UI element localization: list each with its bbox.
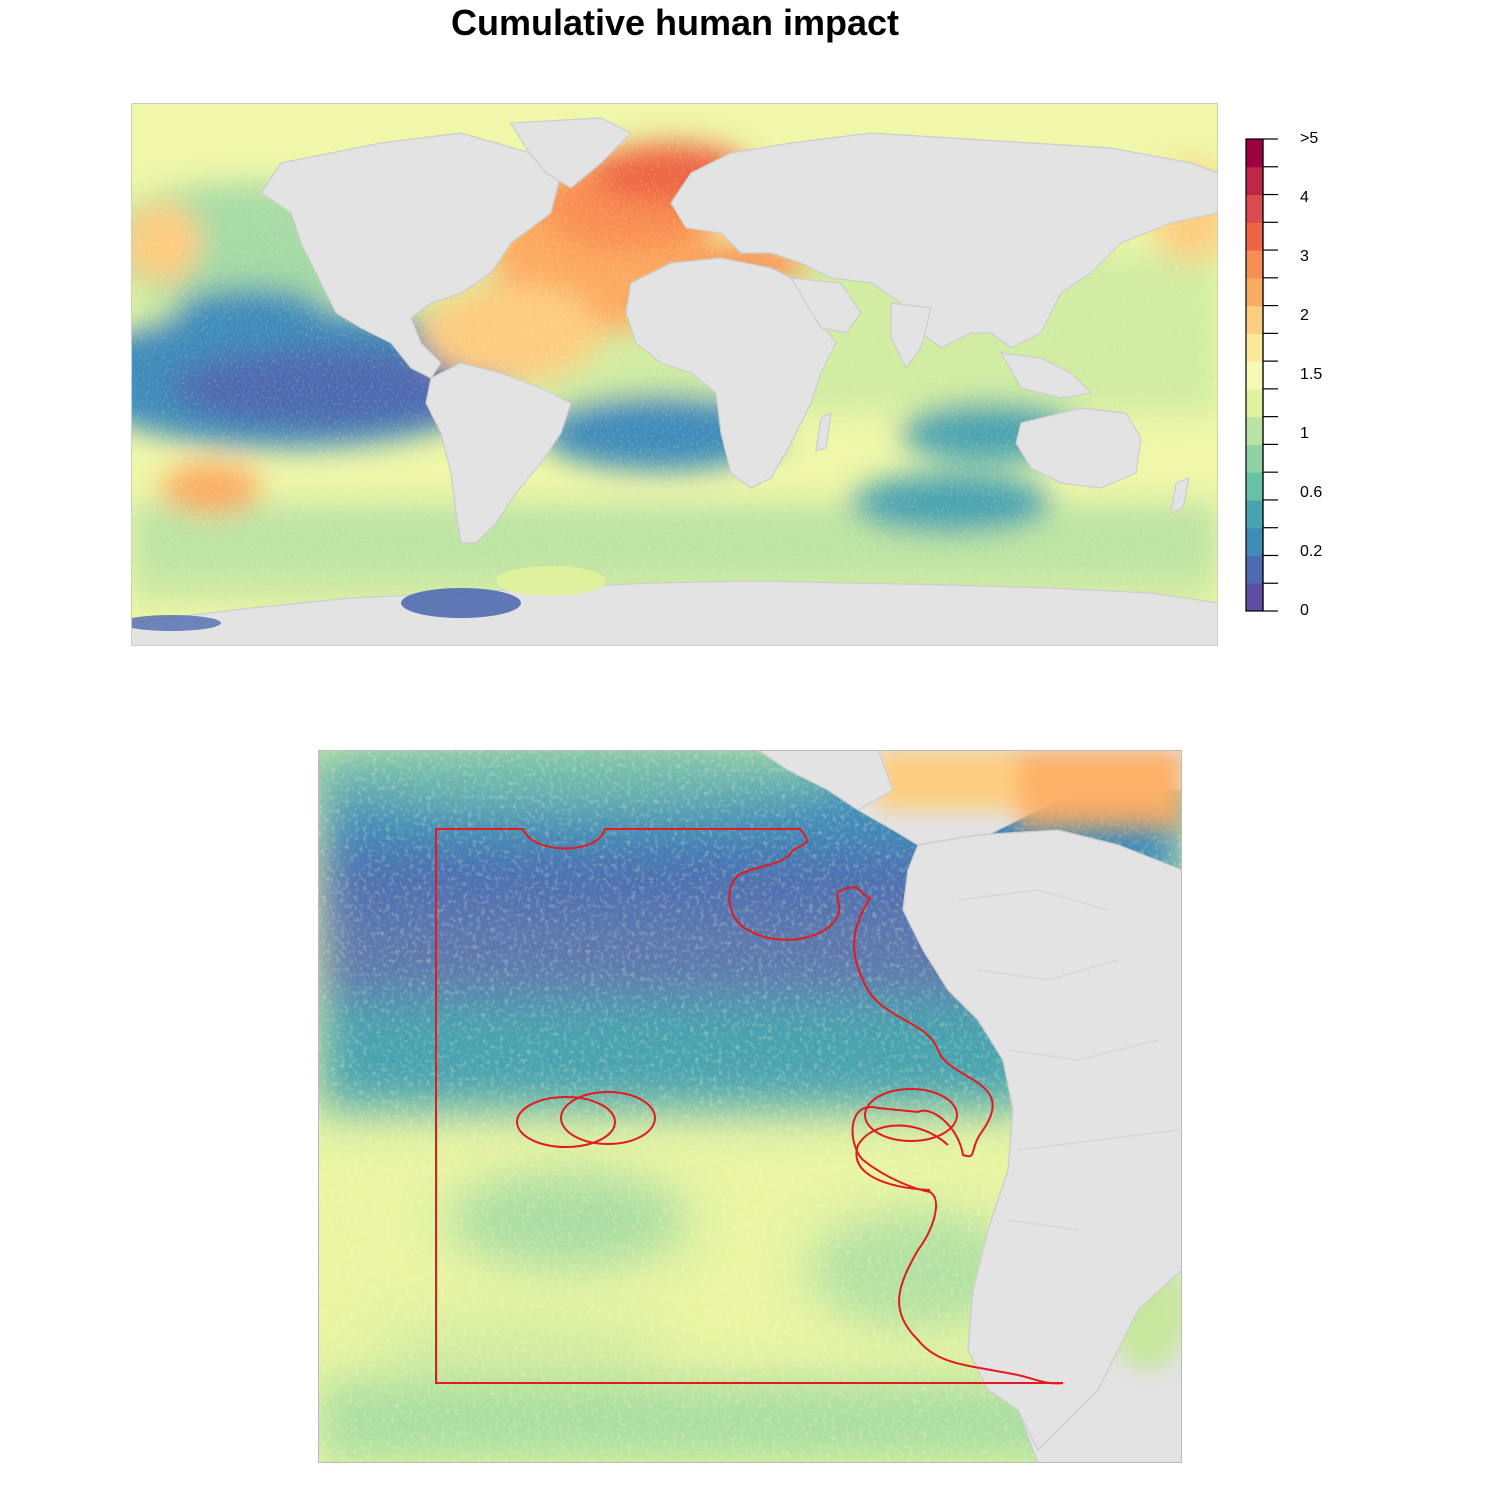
legend-label-0-6: 0.6 bbox=[1300, 484, 1323, 501]
legend-swatch bbox=[1246, 139, 1263, 168]
legend-swatch bbox=[1246, 527, 1263, 556]
se-asia bbox=[999, 352, 1093, 399]
legend-swatch bbox=[1246, 222, 1263, 251]
legend-label-5plus: >5 bbox=[1300, 130, 1319, 147]
eurasia bbox=[670, 132, 1218, 349]
legend-swatch bbox=[1246, 444, 1263, 473]
india bbox=[890, 302, 932, 370]
australia bbox=[1015, 407, 1142, 489]
antarctica bbox=[131, 580, 1218, 646]
madagascar bbox=[815, 411, 832, 452]
legend-swatch bbox=[1246, 166, 1263, 196]
south-america bbox=[425, 362, 572, 544]
legend-label-0-2: 0.2 bbox=[1300, 543, 1323, 560]
arabia bbox=[789, 277, 862, 334]
chart-title: Cumulative human impact bbox=[450, 2, 900, 43]
legend-label-0: 0 bbox=[1300, 602, 1309, 619]
eez-outline-islands-east bbox=[864, 1088, 958, 1142]
legend-swatch bbox=[1246, 416, 1263, 445]
legend-swatch bbox=[1246, 250, 1263, 279]
eez-outline-islands-west-a bbox=[516, 1096, 616, 1148]
legend-label-3: 3 bbox=[1300, 248, 1309, 265]
legend-ticks bbox=[1262, 138, 1278, 612]
legend-swatch bbox=[1246, 305, 1263, 334]
eez-outline-islands-west-b bbox=[560, 1091, 656, 1145]
legend-label-2: 2 bbox=[1300, 307, 1309, 324]
legend-label-4: 4 bbox=[1300, 189, 1309, 206]
legend-swatch bbox=[1246, 361, 1263, 390]
africa bbox=[625, 257, 837, 489]
legend-swatch bbox=[1246, 333, 1263, 362]
legend-swatch bbox=[1246, 555, 1263, 584]
central-america-land-top bbox=[756, 750, 894, 811]
legend-label-1-5: 1.5 bbox=[1300, 366, 1323, 383]
eez-outline-island-south bbox=[855, 1124, 949, 1191]
new-zealand bbox=[1170, 477, 1190, 514]
color-legend: >5 4 3 2 1.5 1 0.6 0.2 0 bbox=[1238, 130, 1358, 630]
legend-label-1: 1 bbox=[1300, 425, 1309, 442]
legend-colorbar bbox=[1245, 138, 1278, 612]
inset-southeast-pacific-map bbox=[318, 750, 1182, 1463]
legend-swatch bbox=[1246, 499, 1263, 529]
legend-swatch bbox=[1246, 388, 1263, 418]
eez-boundary bbox=[435, 828, 1064, 1385]
greenland bbox=[509, 117, 633, 189]
legend-swatch bbox=[1246, 583, 1263, 612]
legend-swatch bbox=[1246, 277, 1263, 307]
legend-swatch bbox=[1246, 194, 1263, 223]
continents bbox=[131, 117, 1218, 646]
legend-swatches bbox=[1246, 139, 1263, 612]
eez-outline-main bbox=[435, 828, 1064, 1385]
world-impact-map bbox=[131, 103, 1218, 646]
legend-swatch bbox=[1246, 472, 1263, 501]
